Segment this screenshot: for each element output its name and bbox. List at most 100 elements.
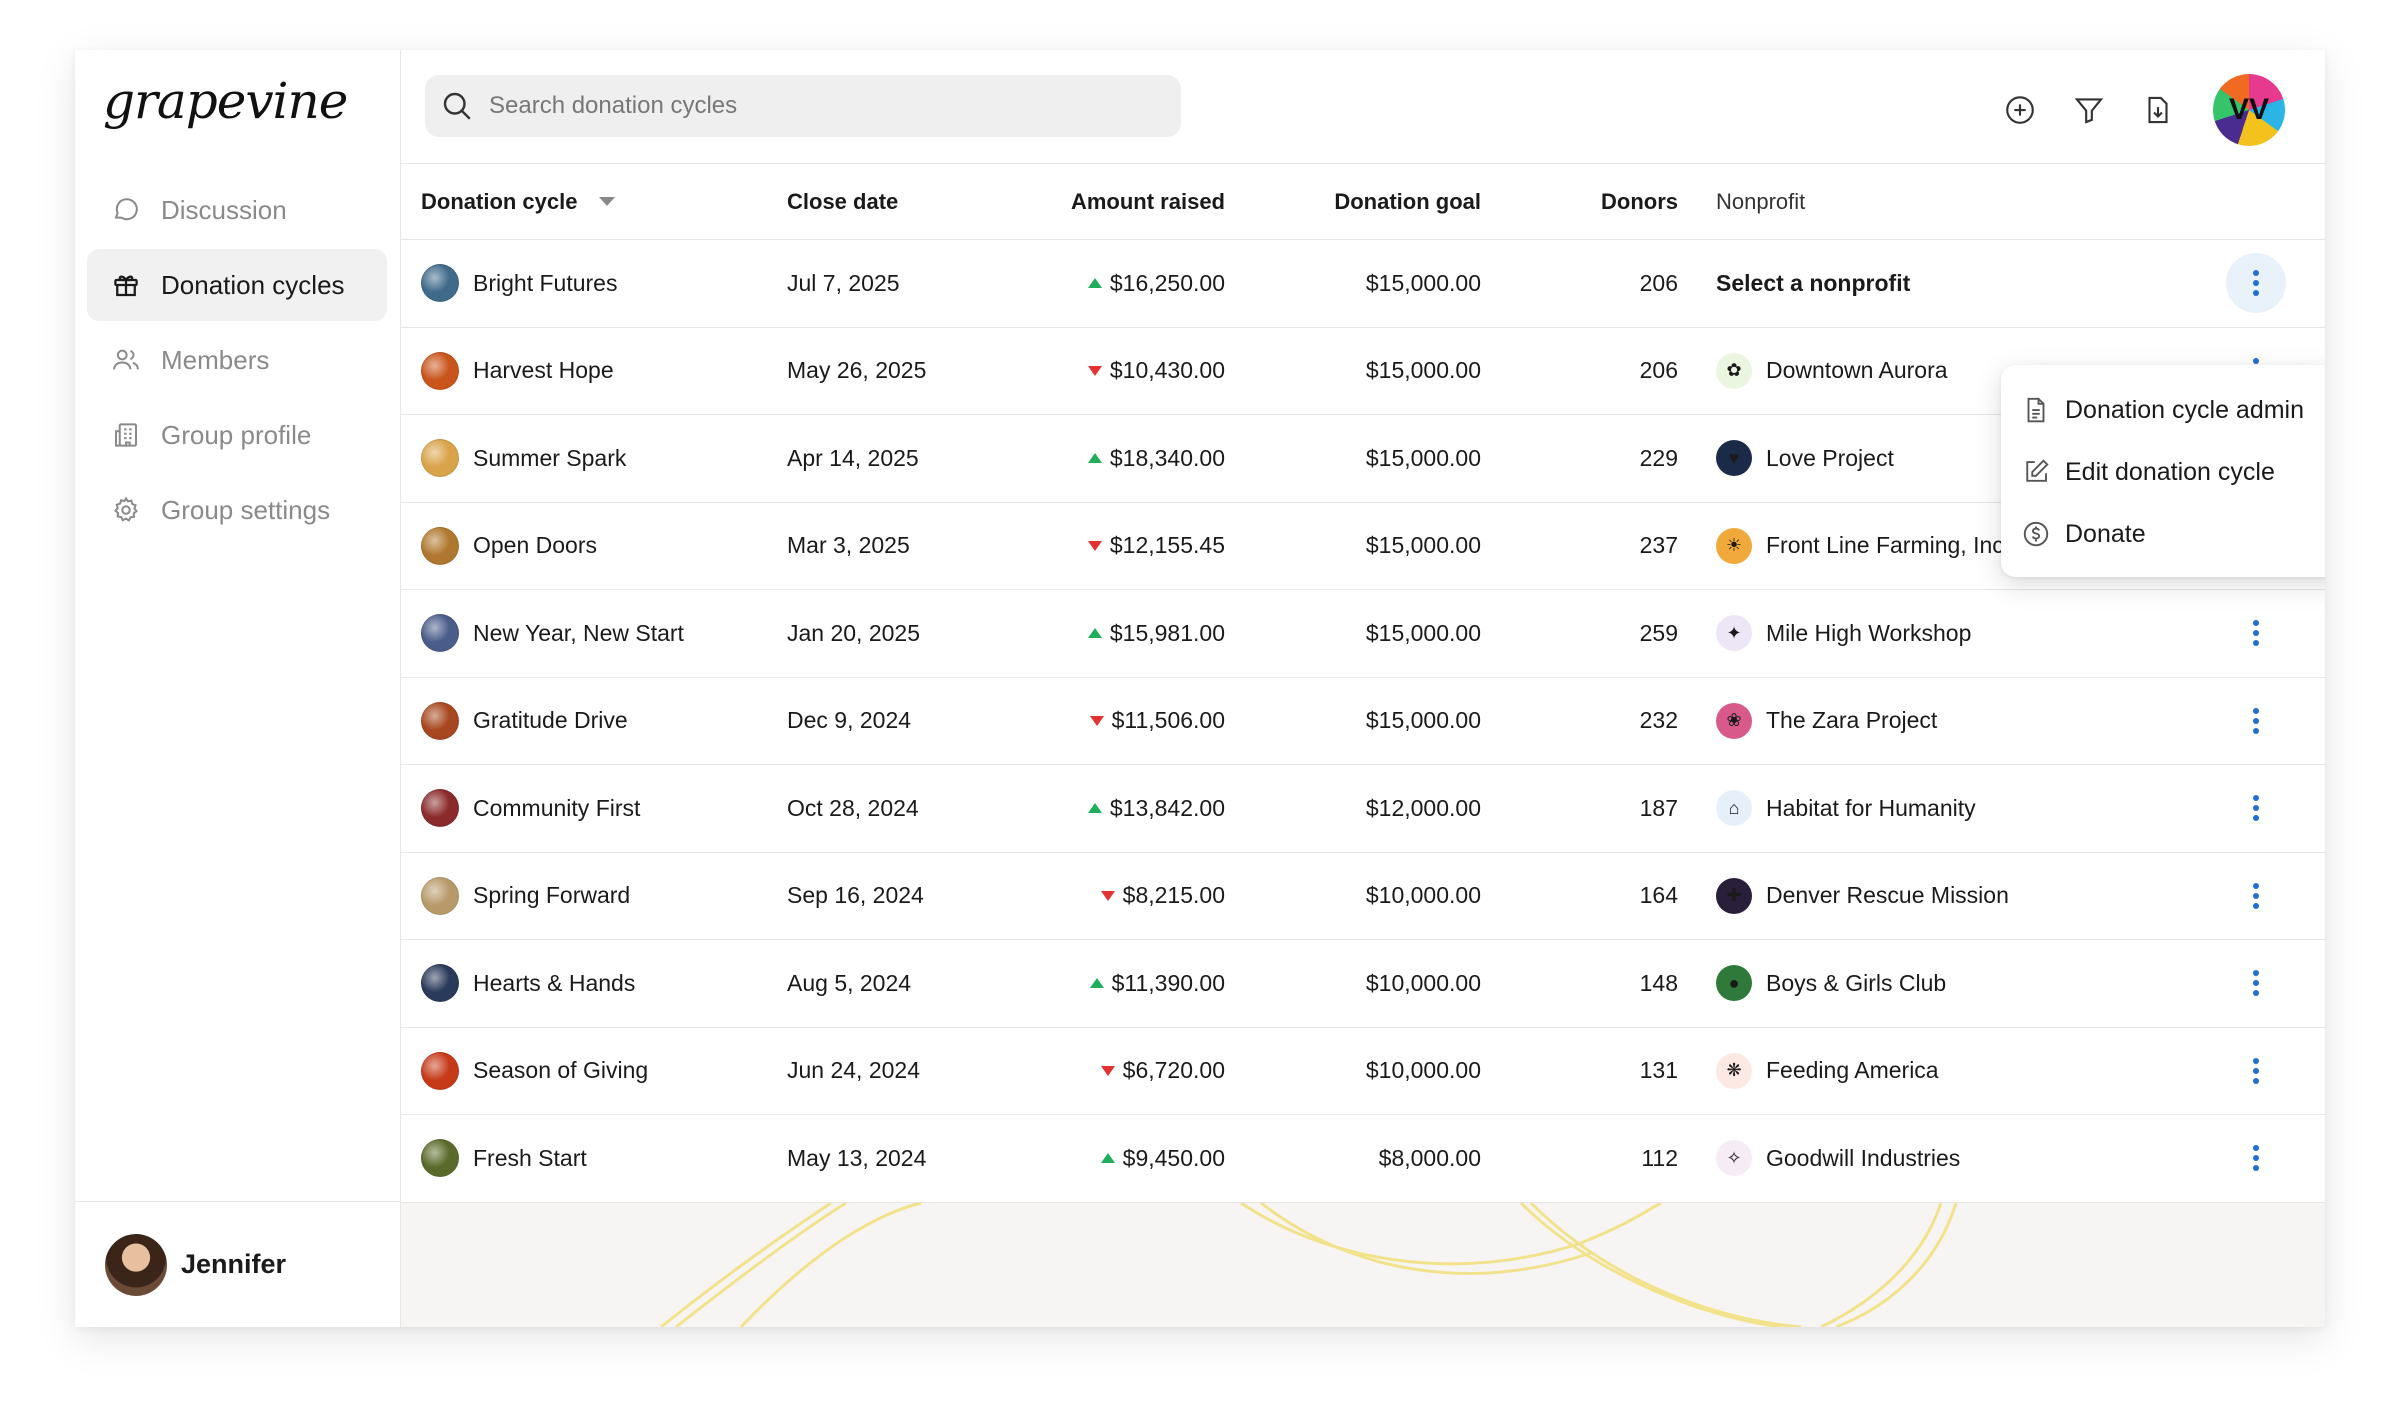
table-row[interactable]: Spring Forward Sep 16, 2024 $8,215.00 $1… bbox=[401, 853, 2325, 940]
sidebar-item-group-settings[interactable]: Group settings bbox=[87, 474, 387, 546]
search-input[interactable] bbox=[489, 92, 1149, 120]
cycle-name[interactable]: Spring Forward bbox=[473, 882, 631, 909]
building-icon bbox=[111, 420, 141, 450]
donor-count: 112 bbox=[1641, 1144, 1678, 1171]
nonprofit-cell: Select a nonprofit bbox=[1678, 270, 2198, 297]
trend-down-icon bbox=[1089, 715, 1104, 726]
trend-down-icon bbox=[1100, 890, 1115, 901]
close-date: May 13, 2024 bbox=[787, 1144, 927, 1171]
trend-down-icon bbox=[1087, 365, 1102, 376]
cycle-cell: Fresh Start bbox=[401, 1139, 773, 1178]
more-options-icon[interactable] bbox=[2226, 1041, 2286, 1101]
amount-raised: $18,340.00 bbox=[959, 445, 1225, 472]
table-row[interactable]: Community First Oct 28, 2024 $13,842.00 … bbox=[401, 765, 2325, 853]
nonprofit-name: Feeding America bbox=[1766, 1057, 1939, 1084]
nonprofit-logo-icon: ☀ bbox=[1716, 527, 1752, 564]
nonprofit-cell: ❀ The Zara Project bbox=[1678, 702, 2198, 739]
cycle-name[interactable]: Summer Spark bbox=[473, 444, 627, 471]
amount-raised: $13,842.00 bbox=[959, 795, 1225, 822]
cycle-name[interactable]: Season of Giving bbox=[473, 1057, 649, 1084]
column-header-nonprofit[interactable]: Nonprofit bbox=[1716, 188, 1806, 214]
table-row[interactable]: Open Doors Mar 3, 2025 $12,155.45 $15,00… bbox=[401, 503, 2325, 590]
cycle-thumbnail bbox=[421, 439, 459, 478]
trend-up-icon bbox=[1087, 628, 1102, 639]
more-options-icon[interactable] bbox=[2226, 866, 2286, 926]
close-date: Oct 28, 2024 bbox=[787, 794, 919, 821]
table-row[interactable]: Season of Giving Jun 24, 2024 $6,720.00 … bbox=[401, 1028, 2325, 1115]
cycle-name[interactable]: Bright Futures bbox=[473, 269, 618, 296]
cycle-name[interactable]: Hearts & Hands bbox=[473, 969, 636, 996]
cycle-name[interactable]: Community First bbox=[473, 794, 641, 821]
donor-count: 232 bbox=[1639, 707, 1678, 734]
more-options-icon[interactable] bbox=[2226, 603, 2286, 663]
nonprofit-cell: ☀ Front Line Farming, Inc. bbox=[1678, 527, 2198, 564]
filter-icon[interactable] bbox=[2070, 91, 2108, 129]
user-name: Jennifer bbox=[181, 1249, 287, 1279]
cycle-cell: Season of Giving bbox=[401, 1051, 773, 1090]
chat-bubble-icon bbox=[111, 195, 141, 225]
user-menu[interactable]: Jennifer bbox=[75, 1201, 401, 1327]
sidebar-item-members[interactable]: Members bbox=[87, 324, 387, 396]
table-row[interactable]: Summer Spark Apr 14, 2025 $18,340.00 $15… bbox=[401, 415, 2325, 503]
cycle-name[interactable]: New Year, New Start bbox=[473, 619, 684, 646]
more-options-icon[interactable] bbox=[2226, 253, 2286, 314]
table-row[interactable]: New Year, New Start Jan 20, 2025 $15,981… bbox=[401, 590, 2325, 678]
table-row[interactable]: Gratitude Drive Dec 9, 2024 $11,506.00 $… bbox=[401, 678, 2325, 765]
nonprofit-name: Denver Rescue Mission bbox=[1766, 882, 2009, 909]
sidebar-item-donation-cycles[interactable]: Donation cycles bbox=[87, 249, 387, 321]
column-header-close-date[interactable]: Close date bbox=[787, 188, 899, 214]
sidebar-item-group-profile[interactable]: Group profile bbox=[87, 399, 387, 471]
column-header-amount[interactable]: Amount raised bbox=[1070, 188, 1225, 214]
nonprofit-logo-icon: ♥ bbox=[1716, 440, 1752, 477]
cycle-thumbnail bbox=[421, 964, 459, 1003]
export-icon[interactable] bbox=[2139, 91, 2177, 129]
menu-item-donate[interactable]: Donate bbox=[2001, 503, 2325, 565]
more-options-icon[interactable] bbox=[2226, 691, 2286, 751]
nonprofit-logo-icon: ● bbox=[1716, 965, 1752, 1002]
select-nonprofit-link[interactable]: Select a nonprofit bbox=[1716, 269, 1911, 296]
column-header-goal[interactable]: Donation goal bbox=[1334, 188, 1481, 214]
table-row[interactable]: Hearts & Hands Aug 5, 2024 $11,390.00 $1… bbox=[401, 940, 2325, 1028]
donation-goal: $15,000.00 bbox=[1365, 357, 1481, 384]
column-header-donors[interactable]: Donors bbox=[1601, 188, 1678, 214]
group-avatar[interactable]: VV bbox=[2213, 74, 2285, 146]
donor-count: 131 bbox=[1639, 1057, 1678, 1084]
menu-item-edit-cycle[interactable]: Edit donation cycle bbox=[2001, 441, 2325, 503]
more-options-icon[interactable] bbox=[2226, 778, 2286, 838]
nonprofit-name: Love Project bbox=[1766, 444, 1894, 471]
close-date: Mar 3, 2025 bbox=[787, 532, 910, 559]
table-row[interactable]: Bright Futures Jul 7, 2025 $16,250.00 $1… bbox=[401, 240, 2325, 328]
nonprofit-name: Goodwill Industries bbox=[1766, 1144, 1961, 1171]
app-logo[interactable]: grapevine bbox=[103, 72, 348, 130]
column-header-cycle[interactable]: Donation cycle bbox=[401, 189, 773, 215]
nonprofit-logo-icon: ✚ bbox=[1716, 877, 1752, 914]
cycle-thumbnail bbox=[421, 614, 459, 653]
nonprofit-logo-icon: ✦ bbox=[1716, 615, 1752, 652]
more-options-icon[interactable] bbox=[2226, 953, 2286, 1013]
nonprofit-logo-icon: ❋ bbox=[1716, 1052, 1752, 1089]
table-row[interactable]: Harvest Hope May 26, 2025 $10,430.00 $15… bbox=[401, 328, 2325, 415]
cycle-cell: Summer Spark bbox=[401, 439, 773, 478]
row-actions bbox=[2198, 778, 2314, 838]
add-circle-icon[interactable] bbox=[2001, 91, 2039, 129]
amount-raised: $9,450.00 bbox=[959, 1145, 1225, 1172]
donation-goal: $12,000.00 bbox=[1365, 794, 1481, 821]
cycle-name[interactable]: Gratitude Drive bbox=[473, 707, 628, 734]
amount-raised: $15,981.00 bbox=[959, 620, 1225, 647]
cycle-name[interactable]: Harvest Hope bbox=[473, 357, 614, 384]
sort-down-icon[interactable] bbox=[599, 197, 616, 206]
cycle-name[interactable]: Fresh Start bbox=[473, 1144, 587, 1171]
amount-raised: $8,215.00 bbox=[959, 882, 1225, 909]
cycle-name[interactable]: Open Doors bbox=[473, 532, 598, 559]
search-bar[interactable] bbox=[425, 75, 1181, 137]
row-actions bbox=[2198, 253, 2314, 314]
menu-item-cycle-admin[interactable]: Donation cycle admin bbox=[2001, 379, 2325, 441]
close-date: Sep 16, 2024 bbox=[787, 882, 924, 909]
table-row[interactable]: Fresh Start May 13, 2024 $9,450.00 $8,00… bbox=[401, 1115, 2325, 1203]
row-actions bbox=[2198, 1041, 2314, 1101]
trend-down-icon bbox=[1087, 540, 1102, 551]
more-options-icon[interactable] bbox=[2226, 1128, 2286, 1188]
close-date: Jul 7, 2025 bbox=[787, 269, 900, 296]
sidebar-item-discussion[interactable]: Discussion bbox=[87, 174, 387, 246]
nonprofit-name: Mile High Workshop bbox=[1766, 619, 1972, 646]
